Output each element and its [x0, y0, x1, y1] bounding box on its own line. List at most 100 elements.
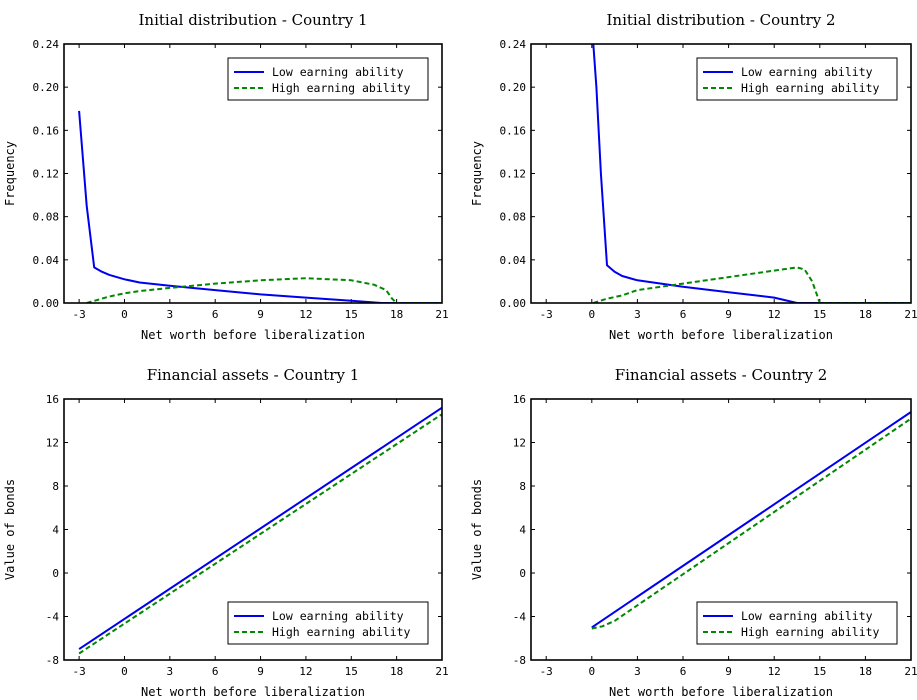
y-tick-label: 4: [519, 524, 526, 537]
x-tick-label: 6: [212, 308, 219, 321]
chart-panel-3: Financial assets - Country 1 -3 0 3 6 9 12 15 18…: [3, 366, 449, 699]
x-tick-label: 6: [680, 665, 687, 678]
chart-title: Initial distribution - Country 1: [138, 11, 367, 29]
x-tick-label: -3: [72, 665, 85, 678]
x-tick-label: 15: [813, 665, 826, 678]
x-tick-label: 15: [345, 665, 358, 678]
x-tick-label: 18: [859, 665, 872, 678]
x-tick-label: 15: [813, 308, 826, 321]
x-tick-label: 0: [121, 665, 128, 678]
x-axis-label: Net worth before liberalization: [609, 328, 833, 342]
x-tick-label: 0: [588, 308, 595, 321]
y-tick-label: 0.04: [33, 254, 60, 267]
x-axis-label: Net worth before liberalization: [609, 685, 833, 699]
y-tick-label: -4: [46, 611, 60, 624]
x-tick-label: 9: [257, 665, 264, 678]
legend-label: Low earning ability: [741, 609, 873, 623]
x-tick-label: -3: [540, 308, 553, 321]
x-tick-label: 18: [859, 308, 872, 321]
y-tick-label: 0.12: [500, 168, 527, 181]
legend-label: Low earning ability: [272, 609, 404, 623]
plot-frame: [530, 398, 912, 661]
legend-box: [696, 601, 898, 645]
high-earning-ability-line: [593, 266, 911, 303]
x-tick-label: 6: [212, 665, 219, 678]
y-tick-label: -8: [46, 654, 59, 667]
legend: Low earning ability High earning ability: [227, 601, 429, 645]
legend-label: Low earning ability: [272, 65, 404, 79]
legend-box: [696, 57, 898, 101]
legend-box: [227, 601, 429, 645]
legend-label: High earning ability: [741, 625, 880, 639]
y-tick-label: -8: [513, 654, 526, 667]
x-tick-label: 15: [345, 308, 358, 321]
y-tick-label: 0: [519, 567, 526, 580]
high-earning-ability-line: [591, 417, 911, 630]
y-tick-label: 0.16: [33, 124, 60, 137]
chart-panel-2: Initial distribution - Country 2 -3 0 3 6 9 12…: [470, 11, 917, 342]
y-tick-label: 16: [513, 393, 526, 406]
y-tick-label: 0.00: [500, 297, 527, 310]
x-tick-label: -3: [540, 665, 553, 678]
x-tick-label: 9: [725, 308, 732, 321]
legend: Low earning ability High earning ability: [227, 57, 429, 101]
y-tick-label: 8: [519, 480, 526, 493]
x-axis-label: Net worth before liberalization: [141, 685, 365, 699]
x-tick-label: 9: [725, 665, 732, 678]
y-tick-label: 16: [46, 393, 59, 406]
legend-box: [227, 57, 429, 101]
high-earning-ability-line: [78, 413, 442, 655]
y-axis-label: Value of bonds: [470, 479, 484, 580]
low-earning-ability-line: [78, 110, 442, 303]
y-tick-label: 0.24: [500, 38, 527, 51]
x-axis-label: Net worth before liberalization: [141, 328, 365, 342]
y-tick-label: 0.08: [33, 211, 60, 224]
x-tick-label: 3: [634, 665, 641, 678]
y-axis-label: Frequency: [3, 141, 17, 206]
y-tick-label: 0.12: [33, 168, 60, 181]
x-tick-label: 12: [768, 665, 781, 678]
legend-label: High earning ability: [272, 81, 411, 95]
chart-panel-4: Financial assets - Country 2 -3 0 3 6 9 12 15 18…: [470, 366, 917, 699]
x-tick-label: 9: [257, 308, 264, 321]
x-tick-label: 3: [167, 665, 174, 678]
y-tick-label: 12: [513, 437, 526, 450]
x-tick-label: 0: [588, 665, 595, 678]
y-tick-label: 0.20: [33, 81, 60, 94]
x-tick-label: 12: [299, 665, 312, 678]
x-tick-label: 3: [634, 308, 641, 321]
low-earning-ability-line: [78, 406, 442, 650]
legend: Low earning ability High earning ability: [696, 601, 898, 645]
x-tick-label: 0: [121, 308, 128, 321]
x-tick-label: 21: [435, 308, 448, 321]
legend-label: High earning ability: [741, 81, 880, 95]
low-earning-ability-line: [592, 44, 911, 303]
x-tick-label: 12: [299, 308, 312, 321]
y-tick-label: 0.00: [33, 297, 60, 310]
y-tick-label: 0.20: [500, 81, 527, 94]
chart-title: Financial assets - Country 2: [615, 366, 828, 384]
y-tick-label: 0.04: [500, 254, 527, 267]
legend-label: High earning ability: [272, 625, 411, 639]
chart-title: Financial assets - Country 1: [147, 366, 360, 384]
x-tick-label: 21: [904, 308, 917, 321]
legend: Low earning ability High earning ability: [696, 57, 898, 101]
y-tick-label: 0.16: [500, 124, 527, 137]
plot-frame: [530, 43, 912, 304]
y-tick-label: 4: [52, 524, 59, 537]
y-tick-label: 8: [52, 480, 59, 493]
x-tick-label: 21: [435, 665, 448, 678]
x-tick-label: -3: [72, 308, 85, 321]
y-axis-label: Value of bonds: [3, 479, 17, 580]
high-earning-ability-line: [86, 277, 442, 303]
y-tick-label: 0.08: [500, 211, 527, 224]
chart-panel-1: Initial distribution - Country 1 -3 0 3 6 9 12…: [3, 11, 449, 342]
y-tick-label: -4: [513, 611, 527, 624]
chart-title: Initial distribution - Country 2: [606, 11, 835, 29]
x-tick-label: 6: [680, 308, 687, 321]
x-tick-label: 3: [167, 308, 174, 321]
y-tick-label: 12: [46, 437, 59, 450]
x-tick-label: 21: [904, 665, 917, 678]
plot-frame: [63, 43, 443, 304]
